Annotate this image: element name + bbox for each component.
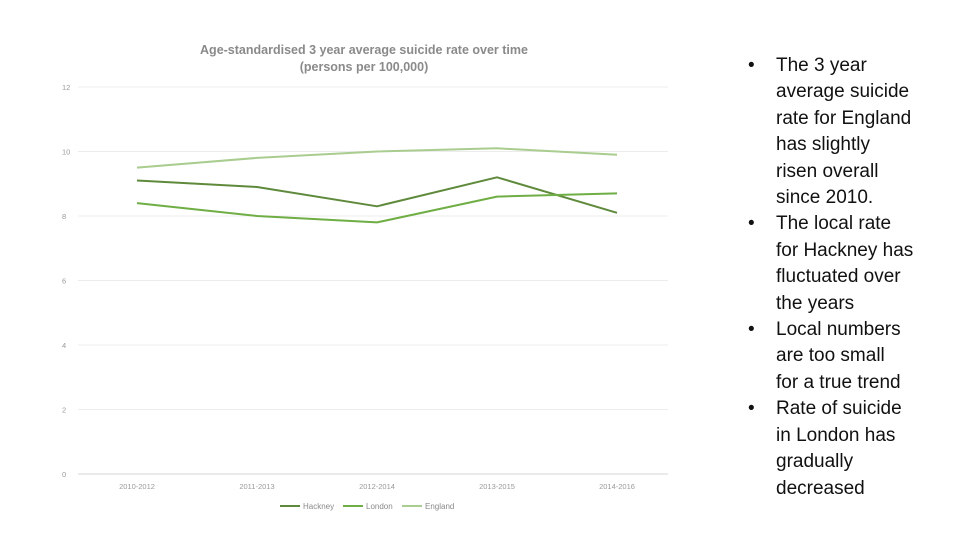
- line-chart: Age-standardised 3 year average suicide …: [62, 43, 668, 511]
- bullet-text-line: Local numbers: [776, 319, 901, 341]
- bullet-text-line: average suicide: [776, 81, 910, 103]
- chart-subtitle: (persons per 100,000): [300, 60, 429, 74]
- bullet-text-line: Rate of suicide: [776, 398, 902, 420]
- series-line-england: [136, 147, 618, 169]
- bullet-text-line: The local rate: [776, 213, 892, 235]
- x-tick-label: 2010-2012: [119, 482, 155, 491]
- bullet-text-line: in London has: [776, 424, 896, 446]
- y-tick-label: 10: [62, 148, 70, 157]
- x-tick-label: 2013-2015: [479, 482, 515, 491]
- legend: Hackney London England: [280, 502, 454, 511]
- series-lines: [136, 147, 618, 224]
- bullet-item: • Local numbers are too small for a true tr…: [748, 317, 926, 396]
- bullet-text-line: the years: [776, 292, 855, 314]
- bullet-text-line: risen overall: [776, 160, 879, 182]
- bullet-text-line: gradually: [776, 451, 854, 473]
- y-tick-label: 0: [62, 470, 66, 479]
- bullet-text-line: fluctuated over: [776, 266, 901, 288]
- legend-label-london: London: [366, 502, 393, 511]
- legend-label-hackney: Hackney: [303, 502, 334, 511]
- bullet-text-line: decreased: [776, 477, 865, 499]
- y-tick-label: 2: [62, 406, 66, 415]
- series-line-hackney: [136, 176, 618, 214]
- gridlines: [78, 86, 668, 475]
- chart-title: Age-standardised 3 year average suicide …: [200, 43, 528, 57]
- x-tick-label: 2011-2013: [239, 482, 274, 491]
- y-axis-ticks: 0 2 4 6 8 10 12: [62, 83, 70, 479]
- y-tick-label: 8: [62, 212, 66, 221]
- bullet-item: • The 3 year average suicide rate for Engla…: [748, 53, 926, 211]
- x-axis-ticks: 2010-2012 2011-2013 2012-2014 2013-2015 2014…: [119, 482, 635, 491]
- bullet-text-line: are too small: [776, 345, 885, 367]
- y-tick-label: 12: [62, 83, 70, 92]
- bullet-marker: •: [748, 398, 755, 420]
- x-tick-label: 2012-2014: [359, 482, 395, 491]
- x-tick-label: 2014-2016: [599, 482, 635, 491]
- y-tick-label: 4: [62, 341, 66, 350]
- bullet-item: • The local rate for Hackney has fluctuated…: [748, 211, 926, 317]
- bullet-text-line: since 2010.: [776, 187, 874, 209]
- series-line-london: [136, 192, 618, 224]
- bullet-text-line: has slightly: [776, 134, 870, 156]
- bullet-marker: •: [748, 213, 755, 235]
- bullet-marker: •: [748, 319, 755, 341]
- bullet-text-line: for Hackney has: [776, 239, 914, 261]
- bullet-text-line: rate for England: [776, 107, 912, 129]
- legend-label-england: England: [425, 502, 454, 511]
- bullet-marker: •: [748, 55, 755, 76]
- y-tick-label: 6: [62, 277, 66, 286]
- bullet-text-line: for a true trend: [776, 371, 901, 393]
- bullet-item: • Rate of suicide in London has gradually de…: [748, 396, 926, 502]
- bullet-text-line: The 3 year: [776, 55, 867, 76]
- bullet-list: • The 3 year average suicide rate for Engla…: [748, 53, 948, 502]
